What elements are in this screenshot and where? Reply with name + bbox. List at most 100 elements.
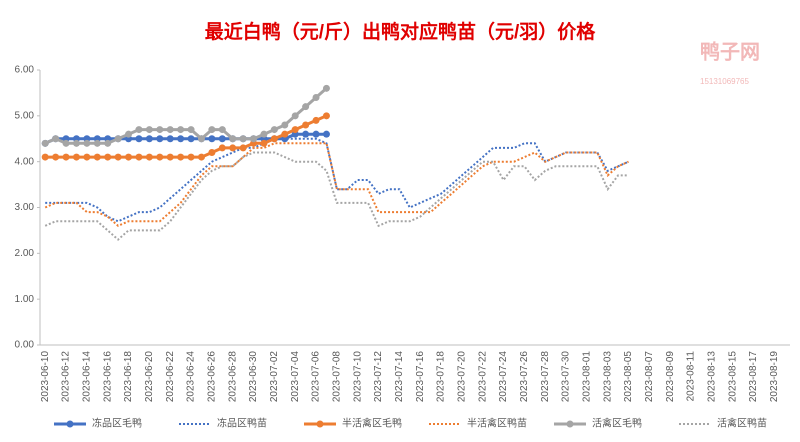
x-tick-label: 2023-08-17: [748, 351, 759, 403]
x-tick-label: 2023-07-28: [540, 351, 551, 403]
x-tick-label: 2023-08-01: [582, 351, 593, 403]
series-marker: [218, 126, 226, 134]
series-marker: [41, 139, 49, 147]
x-tick-label: 2023-07-10: [352, 351, 363, 403]
x-tick-label: 2023-08-07: [644, 351, 655, 403]
x-tick-label: 2023-07-24: [498, 351, 509, 403]
series-marker: [229, 135, 237, 143]
series-marker: [270, 135, 278, 143]
series-marker: [218, 135, 226, 143]
x-tick-label: 2023-06-10: [40, 351, 51, 403]
series-marker: [260, 139, 268, 147]
x-tick-label: 2023-06-24: [186, 351, 197, 403]
series-marker: [260, 130, 268, 138]
x-tick-label: 2023-07-06: [311, 351, 322, 403]
series-marker: [166, 153, 174, 161]
series-marker: [312, 116, 320, 124]
series-marker: [145, 135, 153, 143]
series-marker: [322, 130, 330, 138]
series-marker: [270, 126, 278, 134]
series-line: [45, 137, 629, 223]
legend-label: 冻品区毛鸭: [92, 417, 142, 430]
series-line: [44, 151, 629, 241]
x-tick-label: 2023-07-14: [394, 351, 405, 403]
series-marker: [125, 153, 133, 161]
series-marker: [104, 153, 112, 161]
series-marker: [322, 112, 330, 120]
series-marker: [114, 153, 122, 161]
series-marker: [72, 153, 80, 161]
series-marker: [145, 126, 153, 134]
x-tick-label: 2023-06-16: [102, 351, 113, 403]
series-marker: [197, 153, 205, 161]
x-tick-label: 2023-07-12: [373, 351, 384, 403]
series-marker: [156, 126, 164, 134]
series-marker: [83, 139, 91, 147]
series-marker: [135, 153, 143, 161]
x-tick-label: 2023-08-15: [727, 351, 738, 403]
series-marker: [322, 84, 330, 92]
series-marker: [125, 130, 133, 138]
series-marker: [114, 135, 122, 143]
x-tick-label: 2023-07-20: [457, 351, 468, 403]
series-marker: [62, 139, 70, 147]
series-marker: [52, 135, 60, 143]
series-marker: [187, 126, 195, 134]
x-tick-label: 2023-08-19: [769, 351, 780, 403]
series-marker: [302, 103, 310, 111]
y-tick-label: 3.00: [15, 202, 35, 213]
x-tick-label: 2023-06-26: [207, 351, 218, 403]
series-marker: [291, 112, 299, 120]
series-marker: [166, 126, 174, 134]
y-tick-label: 2.00: [15, 248, 35, 259]
x-tick-label: 2023-07-18: [436, 351, 447, 403]
legend-label: 活禽区鸭苗: [717, 417, 767, 430]
series-marker: [177, 135, 185, 143]
y-tick-label: 5.00: [15, 110, 35, 121]
x-tick-label: 2023-07-08: [332, 351, 343, 403]
series-marker: [135, 135, 143, 143]
x-tick-label: 2023-06-22: [165, 351, 176, 403]
x-tick-label: 2023-07-02: [269, 351, 280, 403]
series-marker: [187, 135, 195, 143]
series-marker: [62, 153, 70, 161]
series-marker: [239, 144, 247, 152]
series-marker: [145, 153, 153, 161]
series-marker: [208, 149, 216, 156]
series-marker: [302, 121, 310, 129]
series-marker: [166, 135, 174, 143]
legend-marker: [566, 420, 574, 428]
x-tick-label: 2023-08-05: [623, 351, 634, 403]
series-marker: [302, 130, 310, 138]
series-marker: [41, 153, 49, 161]
series-marker: [135, 126, 143, 134]
x-tick-label: 2023-06-30: [248, 351, 259, 403]
x-tick-label: 2023-06-18: [123, 351, 134, 403]
x-tick-label: 2023-07-26: [519, 351, 530, 403]
series-marker: [312, 130, 320, 138]
series-marker: [208, 135, 216, 143]
x-tick-label: 2023-06-28: [227, 351, 238, 403]
series-marker: [250, 135, 258, 143]
series-marker: [156, 135, 164, 143]
series-marker: [291, 126, 299, 134]
x-tick-label: 2023-06-14: [82, 351, 93, 403]
series-marker: [229, 144, 237, 152]
series-line: [44, 87, 328, 145]
series-marker: [208, 126, 216, 134]
x-tick-label: 2023-07-16: [415, 351, 426, 403]
x-tick-label: 2023-07-30: [561, 351, 572, 403]
legend-marker: [66, 420, 74, 428]
x-tick-label: 2023-06-20: [144, 351, 155, 403]
series-marker: [177, 126, 185, 134]
legend-label: 半活禽区鸭苗: [467, 417, 527, 430]
legend-marker: [316, 420, 324, 428]
y-tick-label: 1.00: [15, 294, 35, 305]
y-tick-label: 6.00: [15, 65, 35, 76]
watermark: 鸭子网: [700, 40, 760, 63]
x-tick-label: 2023-08-11: [686, 351, 697, 402]
series-marker: [83, 153, 91, 161]
y-tick-label: 0.00: [15, 340, 35, 351]
legend-label: 冻品区鸭苗: [217, 417, 267, 430]
